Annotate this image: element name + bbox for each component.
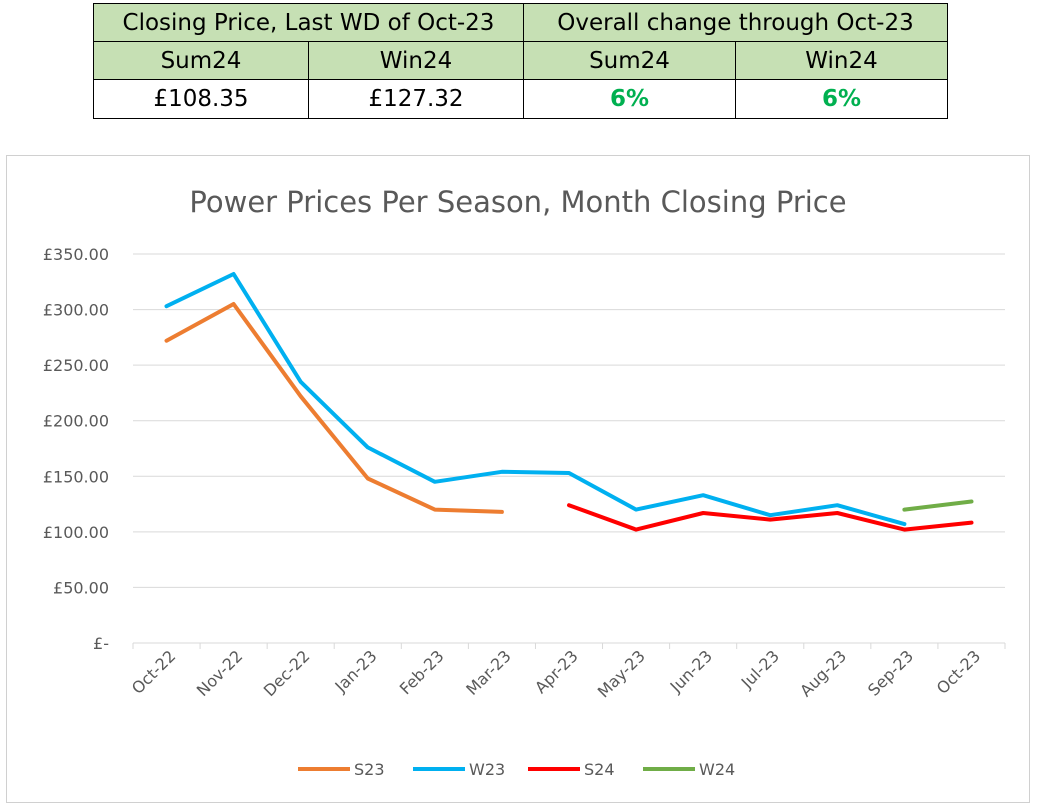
x-tick-label: Jun-23: [666, 646, 716, 696]
x-tick-label: Jan-23: [331, 646, 381, 696]
win24-change-percent: 6%: [735, 79, 948, 119]
legend: S23 W23 S24 W24: [298, 760, 735, 779]
chart-frame: Power Prices Per Season, Month Closing P…: [6, 155, 1030, 803]
x-tick-label: May-23: [594, 646, 649, 701]
overall-change-header: Overall change through Oct-23: [523, 3, 948, 42]
gridlines: [133, 253, 1005, 644]
y-axis: £- £50.00 £100.00 £150.00 £200.00 £250.00 £300…: [43, 245, 109, 653]
series-lines: [164, 272, 974, 532]
y-tick-label: £200.00: [43, 412, 109, 431]
table-subheader-row: Sum24 Win24 Sum24 Win24: [93, 41, 948, 80]
col-sum24-price: Sum24: [93, 41, 309, 80]
legend-label-w24: W24: [699, 760, 735, 779]
y-tick-label: £250.00: [43, 356, 109, 375]
series-line-s24: [567, 503, 974, 532]
x-tick-label: Aug-23: [796, 646, 850, 700]
x-axis: Oct-22 Nov-22 Dec-22 Jan-23 Feb-23 Mar-23 Apr-…: [128, 643, 1006, 702]
x-tick-label: Nov-22: [193, 646, 247, 700]
x-tick-label: Dec-22: [260, 646, 314, 700]
x-tick-label: Jul-23: [737, 646, 783, 692]
sum24-closing-price: £108.35: [93, 79, 309, 119]
line-chart: Power Prices Per Season, Month Closing P…: [43, 185, 1006, 779]
y-tick-label: £300.00: [43, 301, 109, 320]
legend-label-s24: S24: [584, 760, 615, 779]
table-row: £108.35 £127.32 6% 6%: [93, 79, 948, 119]
chart-title: Power Prices Per Season, Month Closing P…: [189, 185, 846, 219]
x-tick-label: Apr-23: [531, 646, 582, 697]
table-header-row: Closing Price, Last WD of Oct-23 Overall…: [93, 3, 948, 42]
x-tick-label: Mar-23: [462, 646, 515, 699]
col-win24-price: Win24: [308, 41, 524, 80]
series-line-w24: [902, 499, 974, 512]
x-tick-label: Sep-23: [864, 646, 917, 699]
y-tick-label: £50.00: [53, 578, 109, 597]
col-win24-change: Win24: [735, 41, 948, 80]
x-tick-label: Oct-23: [933, 646, 984, 697]
price-summary-table: Closing Price, Last WD of Oct-23 Overall…: [93, 3, 948, 119]
x-tick-label: Feb-23: [396, 646, 448, 698]
sum24-change-percent: 6%: [523, 79, 736, 119]
y-tick-label: £150.00: [43, 467, 109, 486]
win24-closing-price: £127.32: [308, 79, 524, 119]
x-tick-label: Oct-22: [128, 646, 179, 697]
series-line-w23: [164, 272, 907, 527]
series-line-s23: [164, 302, 504, 514]
legend-label-s23: S23: [354, 760, 385, 779]
y-tick-label: £100.00: [43, 523, 109, 542]
legend-label-w23: W23: [469, 760, 505, 779]
y-tick-label: £350.00: [43, 245, 109, 264]
y-tick-label: £-: [93, 634, 109, 653]
closing-price-header: Closing Price, Last WD of Oct-23: [93, 3, 524, 42]
col-sum24-change: Sum24: [523, 41, 736, 80]
